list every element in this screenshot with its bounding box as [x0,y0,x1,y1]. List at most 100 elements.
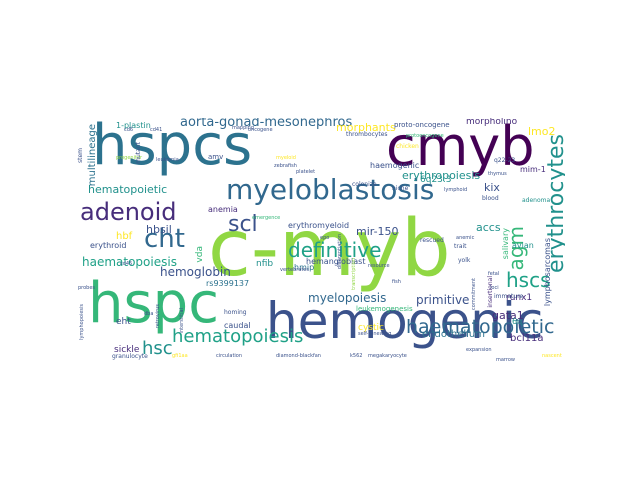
word-mim-1: mim-1 [520,165,546,174]
word-lmo2: lmo2 [528,125,556,138]
word-runx1: runx1 [506,293,533,303]
word-gata1: gata1 [492,309,524,322]
word-insertional: insertional [487,276,494,308]
word-accs: accs [476,221,501,234]
word-rs9399137: rs9399137 [206,279,250,288]
word-hematopoiesis: hematopoiesis [172,326,304,347]
word-retrovirus: retrovirus [155,304,161,329]
word-endothelium: endothelium [422,329,486,340]
word-lymphoid: lymphoid [444,187,468,193]
word-hmip: hmip [294,263,315,272]
word-haemogenic: haemogenic [370,161,420,170]
word-nfib: nfib [256,259,274,269]
word-hemoglobin: hemoglobin [160,265,231,279]
word-cd6: cd6 [124,127,134,133]
word-hspc: hspc [88,271,220,336]
word-mir-150: mir-150 [356,225,399,238]
word-mutant: mutant [135,142,142,164]
word-1-plastin: 1-plastin [116,121,151,130]
word-vda: vda [195,246,205,263]
word-platelet: platelet [296,169,316,175]
word-fetal: fetal [488,271,500,277]
word-transcription: transcription [351,258,357,290]
word-granulocyte: granulocyte [112,353,148,360]
word-myelopoiesis: myelopoiesis [308,291,387,305]
word-homing: homing [224,309,247,316]
word-dba: dba [144,311,154,317]
word-erythropoiesis: erythropoiesis [402,169,481,182]
word-sickle: sickle [114,345,140,355]
word-bcl11a: bcl11a [510,333,544,344]
word-leukemogenesis: leukemogenesis [356,305,413,313]
word-hspcs: hspcs [92,118,253,178]
word-caudal: caudal [224,321,251,330]
word-self-renewing: self-renewing [358,331,392,337]
word-probes: probes [78,285,96,291]
word-interstitial: interstitial [179,308,185,334]
word-nascent: nascent [542,353,562,359]
word-commitment: commitment [471,278,477,310]
word-epo: epo [320,235,330,241]
word-rescued: rescued [420,237,444,244]
word-multilineage: multilineage [87,124,98,187]
word-definitive: definitive [288,238,382,262]
word-diamond-blackfan: diamond-blackfan [276,353,321,359]
word-mapping: mapping [232,125,255,131]
word-scl: scl [228,212,258,237]
word-expansion: expansion [466,347,492,353]
word-erythromyeloid: erythromyeloid [288,221,350,230]
word-myeloid: myeloid [276,155,296,161]
word-aorta-gonad-mesonephros: aorta-gonad-mesonephros [180,118,353,130]
word-loci: loci [490,285,499,291]
word-thymus: thymus [488,171,507,177]
word-oncogene: oncogene [248,127,273,133]
word-anemic: anemic [456,235,475,241]
word-myeloblastosis: myeloblastosis [226,173,435,206]
word-q22-23: q22-23 [494,157,516,164]
word-c-myb: c-myb [208,204,451,294]
word-haematopoietic: haematopoietic [406,316,555,338]
word-hbsil: hbsil [146,223,172,236]
word-cloud: c-myb hemogenic hspcs hspc cmyb myelobla… [76,118,565,364]
word-cd41: cd41 [150,127,163,133]
word-erythroid: erythroid [90,241,127,250]
word-yolk: yolk [458,257,471,264]
word-trait: trait [454,243,467,250]
word-k562: k562 [350,353,363,359]
word-cystic: cystic [358,323,384,333]
word-chicken: chicken [396,143,419,150]
word-lymphosarcomas: lymphosarcomas [543,238,552,307]
word-protooncogene: protooncogene [406,133,444,139]
word-amv: amv [208,153,224,161]
word-morpholino: morpholino [466,118,518,127]
word-colonize: colonize [352,181,377,188]
word-cmyb: cmyb [386,118,535,178]
word-immature: immature [494,293,524,300]
word-hbf: hbf [116,231,133,242]
word-hematopoietic: hematopoietic [88,183,168,196]
word-salivary: salivary [501,228,510,260]
word-leukemia: leukemia [156,157,179,163]
word-lymphopoiesis: lymphopoiesis [79,304,85,340]
word-hemogenic: hemogenic [266,292,544,350]
word-marrow: marrow [496,357,515,363]
word-cd45: cd45 [120,261,133,267]
word-proto-oncogene: proto-oncogene [394,121,450,129]
word-morphants: morphants [336,121,396,134]
word-thrombocytes: thrombocytes [346,131,388,138]
word-6q: 6q [512,317,523,326]
word-progenitor: progenitor [116,155,143,161]
word-circulation: circulation [216,353,243,359]
word-primitive: primitive [416,293,470,307]
word-6q23-3: 6q23.3 [420,175,452,185]
word-adenoid: adenoid [80,198,177,226]
word-resource: resource [368,263,390,269]
word-zebrafish: zebrafish [274,163,297,169]
word-gfi1aa: gfi1aa [172,353,188,359]
word-megakaryocyte: megakaryocyte [368,353,407,359]
word-cht: cht [144,224,185,254]
word-avian: avian [512,241,534,250]
word-hsc: hsc [142,338,173,359]
word-hemangioblast: hemangioblast [306,257,366,266]
word-anemia: anemia [208,205,238,214]
